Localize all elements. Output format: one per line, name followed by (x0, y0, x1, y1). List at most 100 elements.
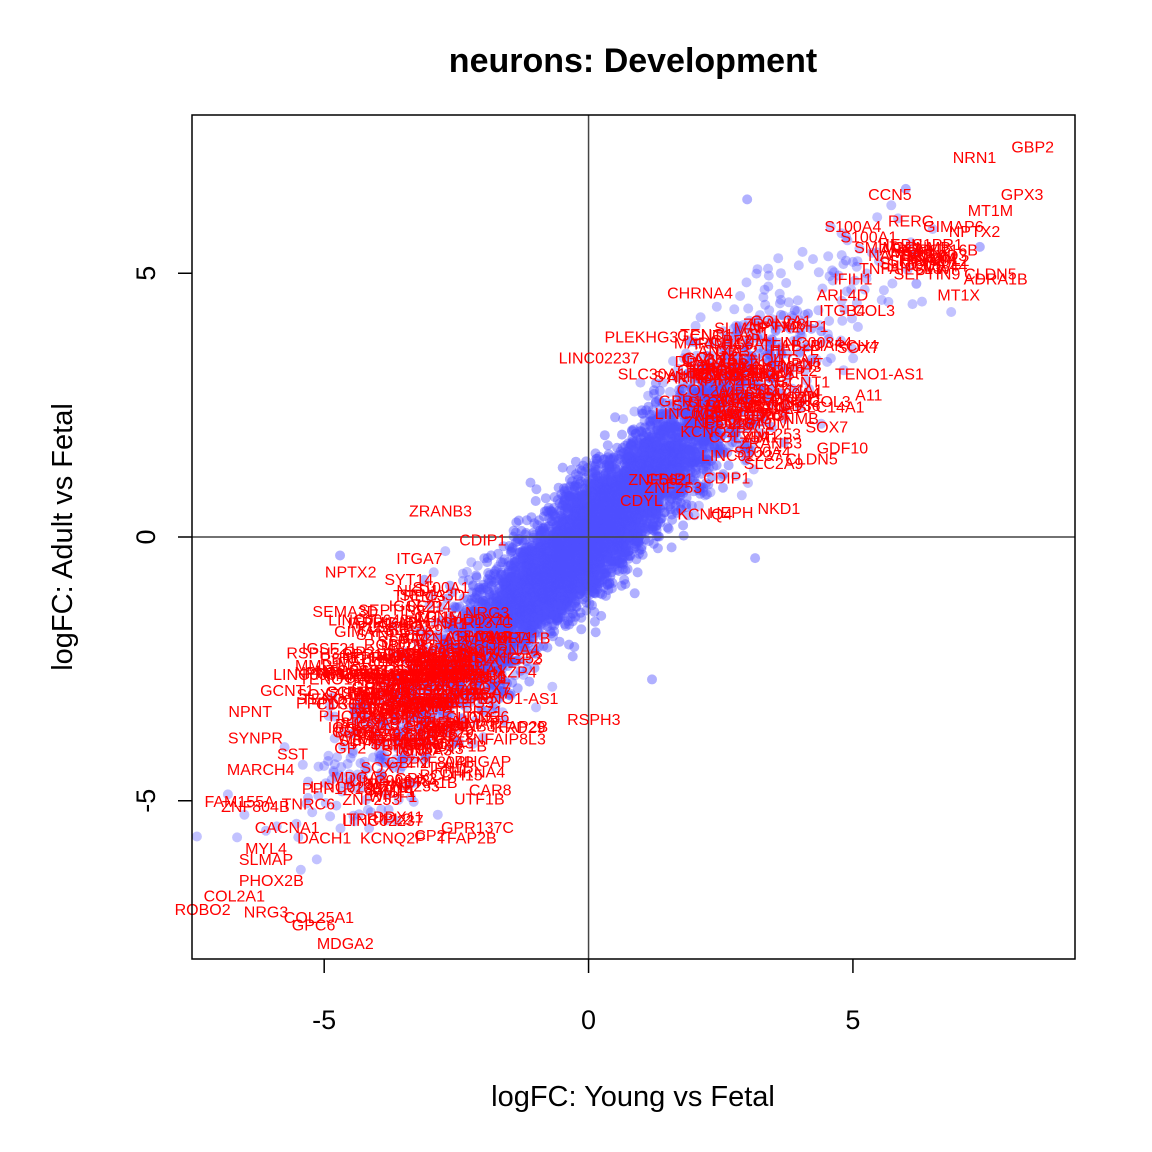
data-point (599, 454, 610, 465)
data-point (646, 523, 657, 534)
data-point (601, 533, 612, 543)
data-point (587, 548, 598, 559)
data-point (549, 492, 560, 502)
data-point (660, 470, 671, 481)
data-point (518, 537, 529, 548)
data-point (666, 417, 677, 428)
data-point (482, 553, 493, 563)
data-point (681, 492, 692, 503)
data-point (661, 440, 672, 451)
data-point (553, 519, 564, 530)
data-point (594, 499, 605, 510)
data-point (662, 459, 672, 469)
data-point (603, 507, 614, 518)
data-point (634, 502, 645, 513)
data-point (441, 649, 452, 660)
data-point (468, 638, 479, 649)
data-point (580, 545, 591, 556)
data-point (551, 561, 562, 572)
data-point (541, 564, 552, 575)
data-point (620, 501, 631, 512)
data-point (549, 542, 560, 553)
data-point (478, 582, 489, 593)
data-point (600, 507, 611, 518)
data-point (638, 453, 649, 464)
data-point (549, 578, 560, 589)
data-point (512, 584, 523, 595)
data-point (625, 502, 636, 512)
data-point (563, 596, 574, 607)
data-point (614, 503, 625, 514)
data-point (676, 395, 687, 406)
data-point (513, 654, 524, 665)
data-point (632, 472, 642, 483)
data-point (578, 554, 589, 565)
data-point (620, 480, 631, 490)
data-point (672, 456, 683, 467)
data-point (640, 483, 651, 494)
data-point (496, 602, 507, 613)
data-point (669, 455, 680, 466)
data-point (563, 526, 574, 537)
data-point (517, 624, 528, 635)
data-point (493, 623, 504, 634)
data-point (689, 474, 700, 485)
data-point (688, 428, 699, 439)
data-point (548, 583, 559, 594)
data-point (636, 499, 647, 510)
data-point (482, 612, 493, 623)
data-point (576, 541, 587, 552)
data-point (603, 469, 614, 480)
data-point (544, 554, 555, 565)
data-point (504, 589, 515, 600)
data-point (553, 482, 564, 493)
data-point (523, 580, 534, 591)
data-point (570, 579, 581, 590)
data-point (643, 473, 654, 484)
data-point (716, 397, 727, 408)
data-point (577, 522, 588, 533)
data-point (524, 562, 535, 573)
data-point (550, 535, 561, 546)
data-point (545, 596, 556, 607)
data-point (639, 480, 650, 491)
data-point (568, 551, 579, 562)
data-point (580, 569, 590, 580)
data-point (708, 389, 719, 400)
data-point (603, 476, 614, 486)
data-point (722, 333, 733, 344)
data-point (576, 537, 587, 548)
data-point (522, 571, 532, 582)
data-point (590, 519, 601, 530)
data-point (475, 649, 486, 660)
data-point (449, 677, 460, 688)
data-point (639, 511, 650, 522)
data-point (590, 520, 601, 531)
data-point (440, 649, 451, 660)
data-point (490, 598, 501, 609)
data-point (665, 415, 676, 426)
data-point (535, 525, 546, 536)
data-point (629, 522, 640, 533)
data-point (550, 595, 561, 605)
data-point (651, 509, 662, 520)
data-point (661, 462, 672, 473)
data-point (609, 495, 620, 506)
data-point (556, 546, 567, 557)
data-point (705, 398, 716, 409)
data-point (509, 616, 520, 627)
data-point (506, 546, 517, 557)
data-point (496, 634, 507, 645)
data-point (635, 422, 646, 433)
data-point (553, 612, 564, 623)
data-point (566, 542, 577, 553)
data-point (675, 457, 686, 468)
data-point (622, 514, 633, 525)
data-point (560, 515, 570, 526)
data-point (633, 493, 644, 504)
data-point (500, 569, 511, 580)
data-point (589, 525, 600, 536)
data-point (559, 568, 570, 578)
data-point (662, 447, 673, 458)
data-point (577, 522, 587, 533)
